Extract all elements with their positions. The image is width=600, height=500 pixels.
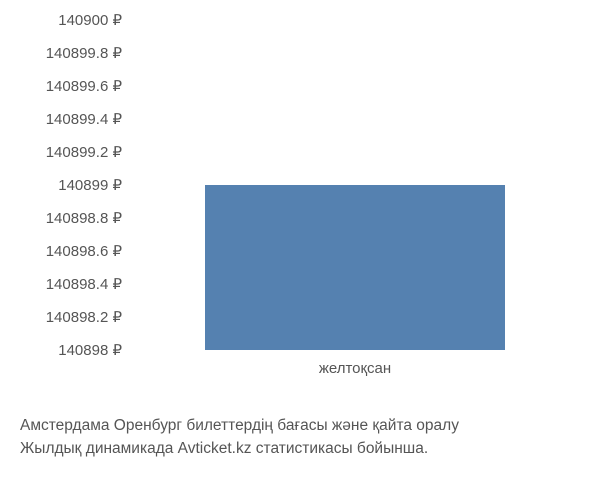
chart-caption: Амстердама Оренбург билеттердің бағасы ж…: [20, 414, 459, 461]
x-tick-label: желтоқсан: [319, 360, 391, 377]
caption-line-2: Жылдық динамикада Avticket.kz статистика…: [20, 437, 459, 460]
y-tick-label: 140899.8 ₽: [46, 44, 122, 62]
bar: [205, 185, 504, 350]
plot-area: желтоқсан: [135, 20, 575, 350]
y-tick-label: 140900 ₽: [58, 11, 122, 29]
y-tick-label: 140898.4 ₽: [46, 275, 122, 293]
y-tick-label: 140899.2 ₽: [46, 143, 122, 161]
caption-line-1: Амстердама Оренбург билеттердің бағасы ж…: [20, 414, 459, 437]
y-tick-label: 140898.8 ₽: [46, 209, 122, 227]
y-tick-label: 140899.4 ₽: [46, 110, 122, 128]
chart-area: 140900 ₽140899.8 ₽140899.6 ₽140899.4 ₽14…: [0, 20, 600, 370]
y-tick-label: 140899 ₽: [58, 176, 122, 194]
y-tick-label: 140899.6 ₽: [46, 77, 122, 95]
y-tick-label: 140898.6 ₽: [46, 242, 122, 260]
y-axis: 140900 ₽140899.8 ₽140899.6 ₽140899.4 ₽14…: [0, 20, 130, 350]
y-tick-label: 140898.2 ₽: [46, 308, 122, 326]
y-tick-label: 140898 ₽: [58, 341, 122, 359]
